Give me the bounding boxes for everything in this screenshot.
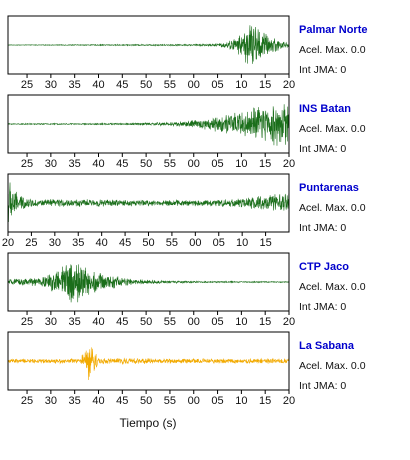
plot-frame bbox=[7, 94, 290, 154]
x-tick-label: 45 bbox=[119, 237, 131, 249]
plot-frame bbox=[7, 15, 290, 75]
x-tick-label: 30 bbox=[45, 79, 57, 91]
x-tick-label: 10 bbox=[235, 395, 247, 407]
x-tick-label: 45 bbox=[116, 395, 128, 407]
x-tick-label: 55 bbox=[164, 79, 176, 91]
x-tick-label: 30 bbox=[49, 237, 61, 249]
x-tick-label: 10 bbox=[235, 316, 247, 328]
x-tick-label: 20 bbox=[283, 316, 295, 328]
x-tick-label: 50 bbox=[142, 237, 154, 249]
station-name: Palmar Norte bbox=[299, 24, 367, 36]
waveform-trace bbox=[7, 182, 290, 223]
x-tick-label: 25 bbox=[25, 237, 37, 249]
x-tick-label: 45 bbox=[116, 316, 128, 328]
x-tick-label: 55 bbox=[164, 158, 176, 170]
x-tick-label: 05 bbox=[213, 237, 225, 249]
x-tick-label: 50 bbox=[140, 158, 152, 170]
x-tick-label: 00 bbox=[188, 158, 200, 170]
x-tick-label: 45 bbox=[116, 79, 128, 91]
x-tick-label: 40 bbox=[96, 237, 108, 249]
x-tick-label: 05 bbox=[211, 395, 223, 407]
x-tick-label: 10 bbox=[236, 237, 248, 249]
max-acceleration: Acel. Max. 0.0 bbox=[299, 360, 366, 372]
x-tick-label: 30 bbox=[45, 316, 57, 328]
x-tick-label: 30 bbox=[45, 158, 57, 170]
station-name: La Sabana bbox=[299, 340, 355, 352]
x-tick-label: 35 bbox=[69, 158, 81, 170]
x-tick-label: 45 bbox=[116, 158, 128, 170]
x-tick-label: 25 bbox=[21, 395, 33, 407]
station-name: Puntarenas bbox=[299, 182, 359, 194]
plot-frame bbox=[7, 331, 290, 391]
x-tick-label: 55 bbox=[166, 237, 178, 249]
x-tick-label: 00 bbox=[188, 316, 200, 328]
x-tick-label: 40 bbox=[92, 79, 104, 91]
x-tick-label: 35 bbox=[69, 316, 81, 328]
x-tick-label: 50 bbox=[140, 79, 152, 91]
x-axis-title: Tiempo (s) bbox=[120, 416, 177, 430]
x-tick-label: 15 bbox=[259, 395, 271, 407]
x-tick-label: 15 bbox=[259, 79, 271, 91]
seismogram-panel: 25 30 35 40 45 50 55 00 05 10 15 20 INS Batan Acel. M… bbox=[7, 94, 366, 170]
max-acceleration: Acel. Max. 0.0 bbox=[299, 202, 366, 214]
x-tick-label: 25 bbox=[21, 158, 33, 170]
jma-intensity: Int JMA: 0 bbox=[299, 380, 346, 392]
seismogram-panel: 25 30 35 40 45 50 55 00 05 10 15 20 La Sabana Acel. M… bbox=[7, 331, 366, 407]
waveform-trace bbox=[7, 347, 290, 381]
x-tick-label: 25 bbox=[21, 316, 33, 328]
max-acceleration: Acel. Max. 0.0 bbox=[299, 44, 366, 56]
x-tick-label: 55 bbox=[164, 316, 176, 328]
waveform-trace bbox=[7, 25, 290, 64]
x-tick-label: 15 bbox=[259, 316, 271, 328]
x-tick-label: 05 bbox=[211, 316, 223, 328]
waveform-trace bbox=[7, 264, 290, 303]
seismogram-panel: 25 30 35 40 45 50 55 00 05 10 15 20 CTP Jaco Acel. Ma… bbox=[7, 252, 366, 328]
x-tick-label: 20 bbox=[2, 237, 14, 249]
x-tick-label: 40 bbox=[92, 395, 104, 407]
seismogram-panel: 25 30 35 40 45 50 55 00 05 10 15 20 Palmar Norte Acel… bbox=[7, 15, 367, 91]
x-tick-label: 10 bbox=[235, 158, 247, 170]
x-tick-label: 40 bbox=[92, 316, 104, 328]
x-tick-label: 00 bbox=[189, 237, 201, 249]
x-tick-label: 30 bbox=[45, 395, 57, 407]
x-tick-label: 15 bbox=[259, 237, 271, 249]
x-tick-label: 05 bbox=[211, 158, 223, 170]
jma-intensity: Int JMA: 0 bbox=[299, 222, 346, 234]
x-tick-label: 10 bbox=[235, 79, 247, 91]
x-tick-label: 00 bbox=[188, 395, 200, 407]
x-tick-label: 35 bbox=[69, 79, 81, 91]
station-name: INS Batan bbox=[299, 103, 351, 115]
plot-frame bbox=[7, 252, 290, 312]
x-tick-label: 35 bbox=[69, 395, 81, 407]
x-tick-label: 15 bbox=[259, 158, 271, 170]
jma-intensity: Int JMA: 0 bbox=[299, 143, 346, 155]
x-tick-label: 00 bbox=[188, 79, 200, 91]
station-name: CTP Jaco bbox=[299, 261, 349, 273]
waveform-trace bbox=[7, 104, 290, 146]
jma-intensity: Int JMA: 0 bbox=[299, 301, 346, 313]
x-tick-label: 40 bbox=[92, 158, 104, 170]
x-tick-label: 20 bbox=[283, 158, 295, 170]
x-tick-label: 50 bbox=[140, 316, 152, 328]
max-acceleration: Acel. Max. 0.0 bbox=[299, 281, 366, 293]
x-tick-label: 50 bbox=[140, 395, 152, 407]
x-tick-label: 20 bbox=[283, 395, 295, 407]
x-tick-label: 20 bbox=[283, 79, 295, 91]
x-tick-label: 35 bbox=[72, 237, 84, 249]
seismogram-panel: 20 25 30 35 40 45 50 55 00 05 10 15 Puntarenas Acel. … bbox=[2, 173, 366, 249]
x-tick-label: 25 bbox=[21, 79, 33, 91]
jma-intensity: Int JMA: 0 bbox=[299, 64, 346, 76]
x-tick-label: 55 bbox=[164, 395, 176, 407]
x-tick-label: 05 bbox=[211, 79, 223, 91]
max-acceleration: Acel. Max. 0.0 bbox=[299, 123, 366, 135]
